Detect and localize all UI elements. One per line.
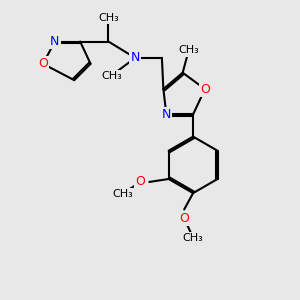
Text: N: N xyxy=(130,51,140,64)
Text: N: N xyxy=(162,108,171,121)
Text: O: O xyxy=(179,212,189,225)
Text: O: O xyxy=(200,82,210,96)
Text: CH₃: CH₃ xyxy=(183,233,203,243)
Text: CH₃: CH₃ xyxy=(112,189,133,199)
Text: O: O xyxy=(136,176,145,188)
Text: CH₃: CH₃ xyxy=(178,45,199,56)
Text: N: N xyxy=(50,35,60,48)
Text: CH₃: CH₃ xyxy=(101,71,122,81)
Text: CH₃: CH₃ xyxy=(98,13,119,23)
Text: O: O xyxy=(38,57,48,70)
